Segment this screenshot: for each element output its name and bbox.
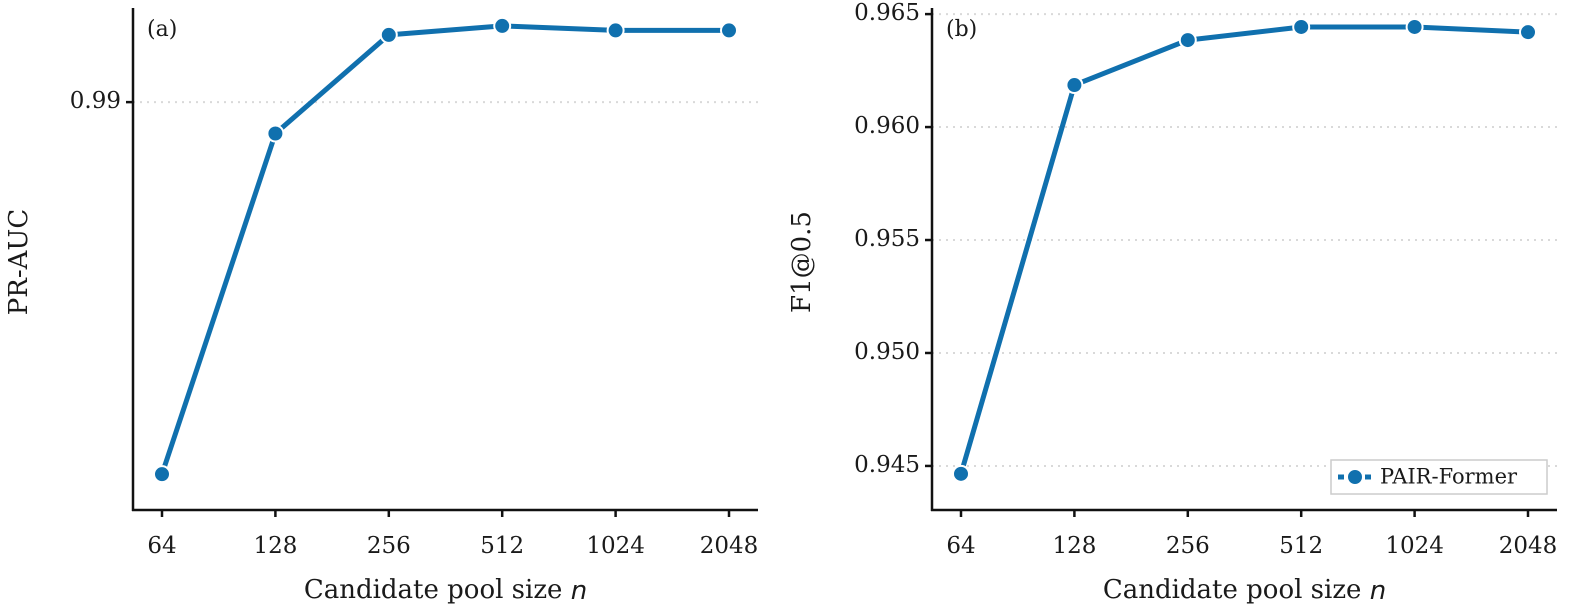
x-tick-label: 256 <box>367 533 411 559</box>
x-tick-label: 64 <box>946 533 975 559</box>
panel-label: (b) <box>946 17 977 42</box>
x-axis-label-var: n <box>1370 576 1386 606</box>
marker <box>266 124 285 143</box>
y-axis-label: F1@0.5 <box>787 211 817 313</box>
y-tick-label: 0.965 <box>854 0 920 26</box>
x-axis-label-var: n <box>571 576 587 606</box>
x-tick-label: 128 <box>253 533 297 559</box>
line <box>159 23 729 475</box>
marker <box>1292 17 1311 36</box>
x-tick-label: 64 <box>147 533 176 559</box>
legend-marker <box>1346 468 1364 486</box>
x-tick-label: 128 <box>1052 533 1096 559</box>
line <box>958 24 1529 475</box>
x-tick-label: 2048 <box>700 533 759 559</box>
y-tick-label: 0.960 <box>854 113 920 139</box>
y-tick-label: 0.950 <box>854 339 920 365</box>
y-axis-label: PR-AUC <box>4 209 34 315</box>
x-tick-label: 1024 <box>586 533 645 559</box>
marker <box>1178 31 1197 50</box>
panel-label: (a) <box>147 17 177 42</box>
x-axis-label-text: Candidate pool size <box>1103 575 1362 605</box>
marker <box>493 16 512 35</box>
marker <box>952 464 970 483</box>
x-axis-label: Candidate pool size n <box>1103 575 1386 606</box>
marker <box>1065 76 1084 95</box>
y-tick-label: 0.945 <box>854 452 920 478</box>
y-tick-label: 0.99 <box>70 88 121 114</box>
x-tick-label: 1024 <box>1385 533 1444 559</box>
y-tick-label: 0.955 <box>854 226 920 252</box>
x-tick-label: 256 <box>1166 533 1210 559</box>
x-axis-label-text: Candidate pool size <box>304 575 563 605</box>
marker <box>379 25 398 44</box>
marker <box>606 21 625 40</box>
x-tick-label: 512 <box>480 533 524 559</box>
legend-label: PAIR-Former <box>1380 465 1518 489</box>
marker <box>153 465 171 484</box>
marker <box>1519 23 1537 42</box>
x-tick-label: 512 <box>1279 533 1323 559</box>
x-axis-label: Candidate pool size n <box>304 575 587 606</box>
marker <box>720 21 738 40</box>
marker <box>1405 17 1424 36</box>
x-tick-label: 2048 <box>1499 533 1558 559</box>
